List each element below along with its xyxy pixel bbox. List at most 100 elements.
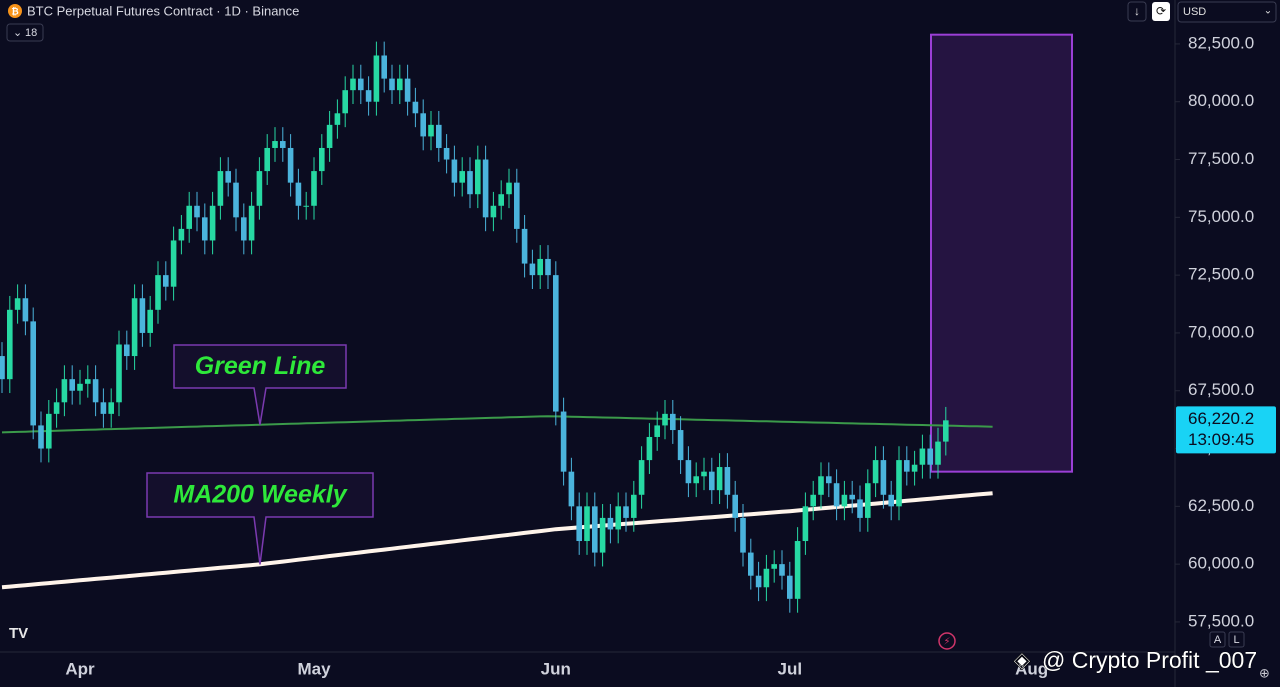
callout-label: Green Line xyxy=(195,352,326,380)
candle-body xyxy=(482,159,489,218)
candle-body xyxy=(553,275,559,412)
candle-body xyxy=(716,467,723,491)
candle-body xyxy=(124,344,130,357)
candle-body xyxy=(53,402,60,414)
candle-body xyxy=(404,78,411,102)
candle-body xyxy=(147,309,153,333)
x-tick-label: May xyxy=(297,659,331,678)
candle-body xyxy=(30,321,36,426)
candle-body xyxy=(397,78,403,91)
candle-body xyxy=(623,506,629,518)
candle-body xyxy=(209,205,216,241)
candle-body xyxy=(927,448,933,465)
y-tick-label: 72,500.0 xyxy=(1188,265,1254,284)
candle-body xyxy=(654,425,660,437)
candle-body xyxy=(334,113,341,125)
callout-label: MA200 Weekly xyxy=(173,481,347,509)
candle-body xyxy=(732,494,738,518)
y-tick-label: 77,500.0 xyxy=(1188,149,1254,168)
scale-button xyxy=(1209,631,1226,648)
candle-body xyxy=(303,205,309,207)
candle-body xyxy=(38,425,44,449)
candle-body xyxy=(490,205,497,218)
candle-body xyxy=(872,460,879,484)
candle-body xyxy=(826,476,832,484)
candle-body xyxy=(685,460,692,484)
candle-body xyxy=(880,460,887,495)
candle-body xyxy=(241,217,247,241)
alert-bolt: ⚡ xyxy=(943,637,950,648)
candle-body xyxy=(7,309,13,380)
candle-body xyxy=(709,471,715,491)
candle-body xyxy=(428,124,434,137)
select-caret: ⌄ xyxy=(1264,6,1272,17)
candle-body xyxy=(108,402,114,414)
candle-body xyxy=(599,517,606,553)
refresh-button[interactable] xyxy=(1152,2,1170,21)
candle-body xyxy=(342,90,348,114)
candle-body xyxy=(631,494,637,518)
indicator-line xyxy=(1,491,993,590)
candle-body xyxy=(46,413,52,449)
alert-icon[interactable] xyxy=(938,632,956,650)
candle-body xyxy=(506,182,512,195)
candle-body xyxy=(272,141,278,148)
candle-body xyxy=(155,275,161,310)
download-button[interactable] xyxy=(1127,1,1147,22)
y-tick-label: 75,000.0 xyxy=(1188,207,1254,226)
candle-body xyxy=(849,494,855,500)
refresh-icon: ⟳ xyxy=(1156,4,1166,18)
candle-body xyxy=(787,575,793,599)
candle-body xyxy=(14,298,21,310)
candle-body xyxy=(615,506,621,530)
candle-body xyxy=(576,506,582,542)
candle-body xyxy=(646,436,653,461)
candle-body xyxy=(295,182,302,206)
price-tag xyxy=(1176,406,1276,454)
callout-box xyxy=(146,472,374,565)
x-tick-label: Jul xyxy=(778,659,803,678)
y-tick-label: 82,500.0 xyxy=(1188,33,1254,52)
candle-body xyxy=(280,141,286,148)
candle-body xyxy=(202,217,208,241)
candle-body xyxy=(163,275,169,287)
candle-body xyxy=(763,568,770,588)
candle-body xyxy=(904,460,910,472)
y-tick-label: 67,500.0 xyxy=(1188,380,1254,399)
candle-body xyxy=(358,78,364,91)
candle-body xyxy=(194,205,200,218)
candle-body xyxy=(451,159,458,183)
candle-body xyxy=(779,564,785,576)
candle-body xyxy=(724,467,731,495)
candle-body xyxy=(584,506,590,542)
candle-body xyxy=(537,258,543,276)
candle-body xyxy=(888,494,894,507)
y-tick-label: 62,500.0 xyxy=(1188,496,1254,515)
candle-body xyxy=(662,413,668,426)
candle-body xyxy=(326,124,333,148)
x-tick-label: Aug xyxy=(1015,659,1048,678)
y-tick-label: 57,500.0 xyxy=(1188,611,1254,630)
candle-body xyxy=(771,564,777,569)
candle-body xyxy=(0,356,5,380)
settings-icon: ⊕ xyxy=(1259,665,1270,680)
candle-body xyxy=(841,494,848,507)
candle-body xyxy=(670,413,676,431)
candle-body xyxy=(592,506,598,553)
currency-select[interactable] xyxy=(1177,1,1277,23)
collapse-icon: ⌄ xyxy=(13,27,22,39)
candle-body xyxy=(498,194,504,206)
candle-body xyxy=(935,441,941,465)
candle-body xyxy=(412,101,419,114)
candle-body xyxy=(514,182,520,229)
candle-body xyxy=(865,483,871,518)
indicator-badge[interactable] xyxy=(6,23,44,42)
scale-button-label: A xyxy=(1214,634,1222,646)
candle-body xyxy=(420,113,426,137)
candle-body xyxy=(896,460,902,507)
y-tick-label: 60,000.0 xyxy=(1188,554,1254,573)
badge-count: 18 xyxy=(25,27,37,39)
download-icon: ↓ xyxy=(1134,4,1140,18)
candle-body xyxy=(217,171,224,206)
